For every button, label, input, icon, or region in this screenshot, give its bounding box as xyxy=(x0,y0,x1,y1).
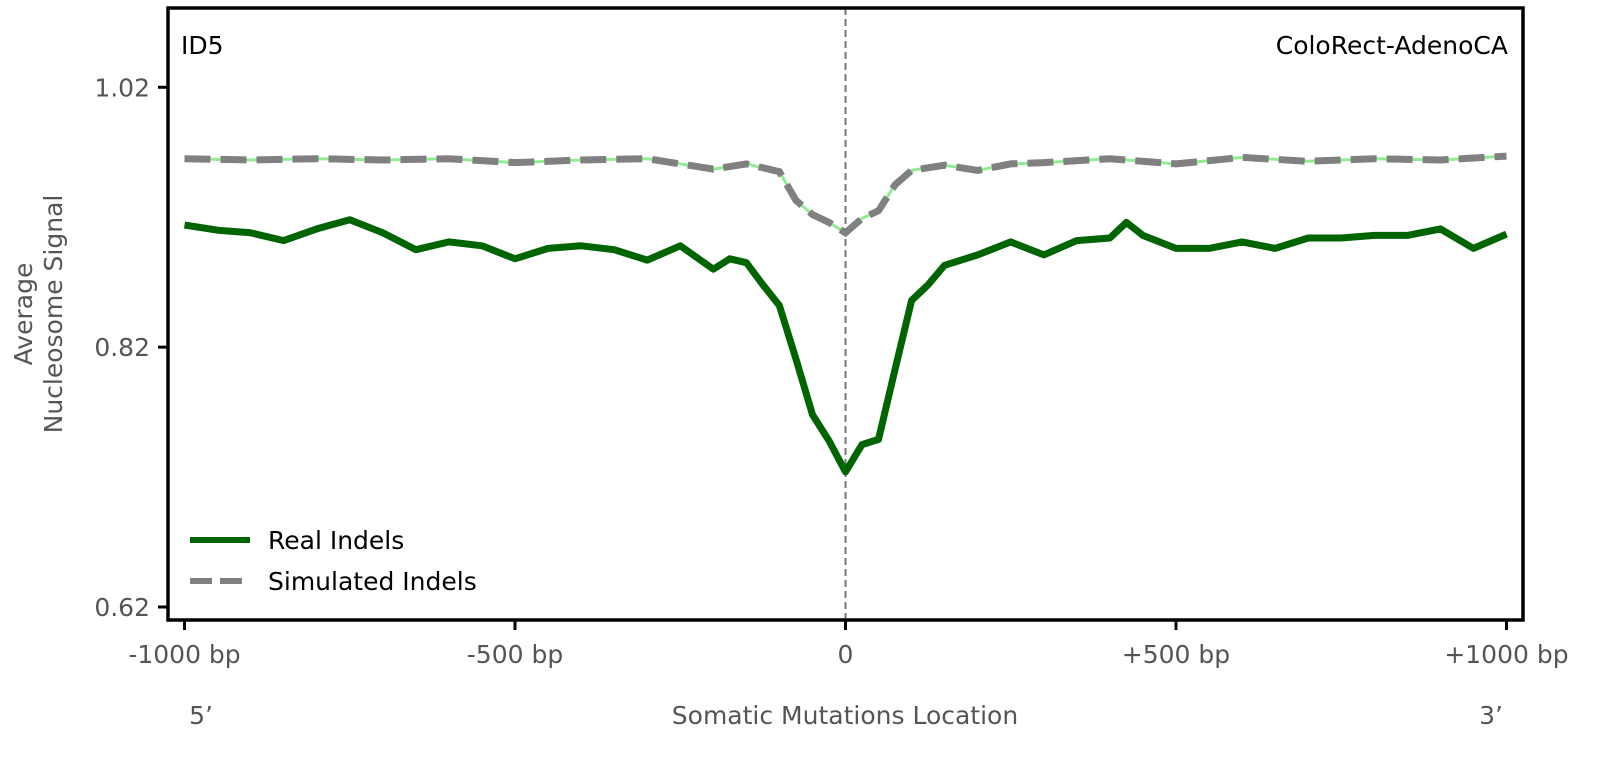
x-tick-label: -500 bp xyxy=(467,640,563,669)
x-tick-label: 0 xyxy=(838,640,854,669)
y-tick-label: 0.82 xyxy=(94,333,150,362)
y-axis-label-line2: Nucleosome Signal xyxy=(39,195,68,434)
y-tick-label: 1.02 xyxy=(94,73,150,102)
x-axis-label: Somatic Mutations Location xyxy=(672,701,1018,730)
simulated-indels-line xyxy=(184,152,1507,238)
x-tick-label: +500 bp xyxy=(1122,640,1230,669)
x-tick-label: -1000 bp xyxy=(128,640,240,669)
panel-label: ID5 xyxy=(181,31,224,60)
axes: -1000 bp -500 bp 0 +500 bp +1000 bp 0.62 0.82 1… xyxy=(94,73,1568,669)
plot-area xyxy=(183,8,1508,620)
y-tick-label: 0.62 xyxy=(94,593,150,622)
y-axis-label-line1: Average xyxy=(9,263,38,366)
legend: Real Indels Simulated Indels xyxy=(190,526,477,596)
cancer-type-label: ColoRect-AdenoCA xyxy=(1276,31,1508,60)
x-tick-label: +1000 bp xyxy=(1444,640,1568,669)
five-prime-label: 5’ xyxy=(189,701,213,730)
three-prime-label: 3’ xyxy=(1479,701,1503,730)
legend-label-simulated: Simulated Indels xyxy=(268,567,477,596)
real-indels-line xyxy=(183,216,1508,476)
legend-label-real: Real Indels xyxy=(268,526,404,555)
